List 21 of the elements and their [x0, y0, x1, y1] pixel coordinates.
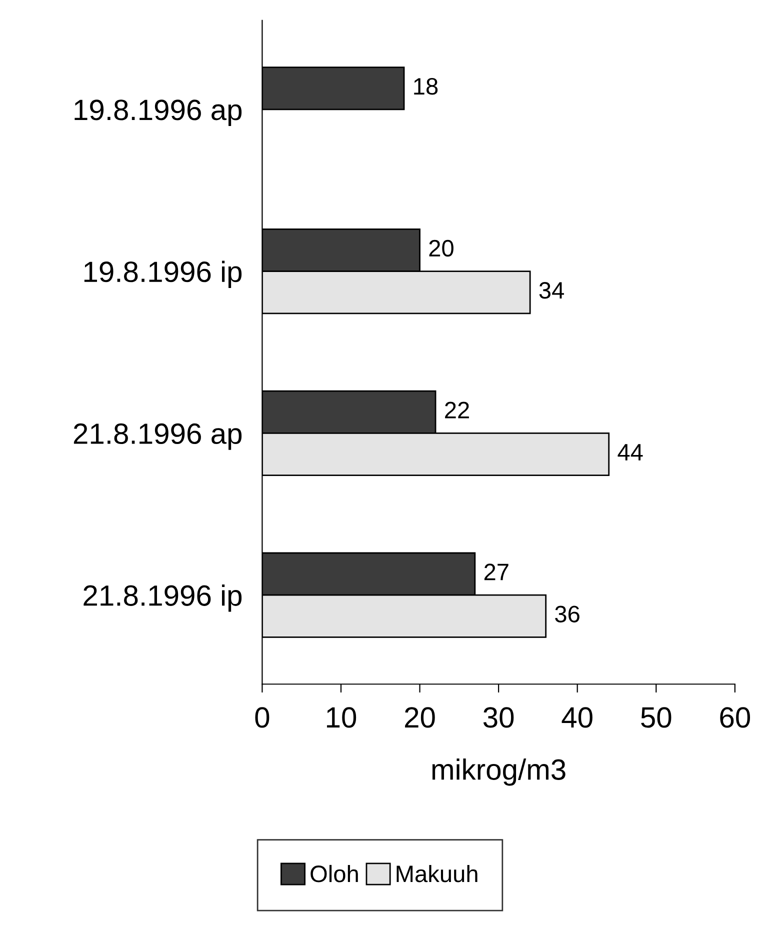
data-label: 20: [429, 240, 454, 257]
x-tick-label: 20: [405, 707, 435, 728]
legend-label: Oloh: [310, 864, 358, 882]
x-tick-label: 40: [562, 707, 592, 728]
y-tick-label: 19.8.1996 ip: [84, 260, 242, 288]
legend-label: Makuuh: [396, 864, 478, 882]
data-label: 36: [555, 606, 580, 622]
data-label: 44: [618, 444, 643, 460]
x-tick-label: 0: [255, 707, 270, 728]
x-tick-label: 10: [326, 707, 356, 728]
data-label: 27: [484, 564, 508, 580]
x-tick-label: 30: [483, 707, 514, 728]
y-tick-label: 19.8.1996 ap: [74, 100, 242, 126]
x-tick-label: 60: [720, 707, 750, 728]
x-axis-title: mikrog/m3: [432, 758, 566, 786]
data-label: 18: [414, 78, 438, 95]
data-label: 34: [539, 282, 564, 299]
y-tick-label: 21.8.1996 ip: [84, 584, 242, 612]
data-label: 22: [445, 402, 469, 418]
y-tick-label: 21.8.1996 ap: [74, 423, 242, 450]
x-tick-label: 50: [641, 707, 672, 728]
